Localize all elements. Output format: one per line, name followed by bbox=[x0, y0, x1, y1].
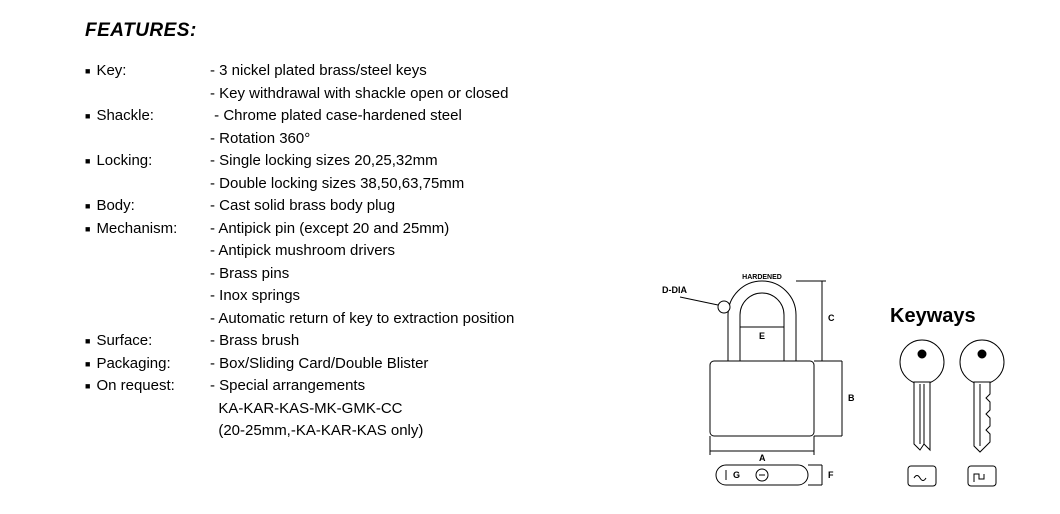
feature-row: ■ Shackle: - Chrome plated case-hardened … bbox=[85, 105, 1060, 128]
dim-b: B bbox=[848, 393, 855, 403]
bullet-icon: ■ bbox=[85, 155, 90, 169]
feature-row: ■ Body: - Cast solid brass body plug bbox=[85, 195, 1060, 218]
feature-row: ■ Key: - 3 nickel plated brass/steel keys bbox=[85, 60, 1060, 83]
feature-row: - Double locking sizes 38,50,63,75mm bbox=[85, 173, 1060, 196]
dim-c: C bbox=[828, 313, 835, 323]
dim-e: E bbox=[759, 331, 765, 341]
dim-f: F bbox=[828, 470, 834, 480]
feature-label: ■ Shackle: bbox=[85, 105, 210, 128]
feature-value: - Key withdrawal with shackle open or cl… bbox=[210, 83, 508, 106]
feature-value: - Single locking sizes 20,25,32mm bbox=[210, 150, 438, 173]
feature-value: - Rotation 360° bbox=[210, 128, 310, 151]
feature-label: ■ Locking: bbox=[85, 150, 210, 173]
feature-value: - Antipick pin (except 20 and 25mm) bbox=[210, 218, 449, 241]
feature-label-text: Packaging: bbox=[96, 353, 170, 376]
padlock-diagram: D-DIA HARDENED E C B A G F bbox=[662, 265, 872, 490]
label-ddia: D-DIA bbox=[662, 285, 687, 295]
dim-g: G bbox=[733, 470, 740, 480]
feature-label-text: Body: bbox=[96, 195, 134, 218]
feature-value: - Brass brush bbox=[210, 330, 299, 353]
feature-label-text: On request: bbox=[96, 375, 174, 398]
feature-row: ■ Mechanism: - Antipick pin (except 20 and… bbox=[85, 218, 1060, 241]
feature-label: ■ Key: bbox=[85, 60, 210, 83]
diagram-block: D-DIA HARDENED E C B A G F Keyways bbox=[662, 265, 1020, 494]
feature-label-text: Surface: bbox=[96, 330, 152, 353]
bullet-icon: ■ bbox=[85, 65, 90, 79]
keyways-column: Keyways bbox=[890, 305, 1020, 494]
bullet-icon: ■ bbox=[85, 335, 90, 349]
feature-label-text: Locking: bbox=[96, 150, 152, 173]
feature-value: - Antipick mushroom drivers bbox=[210, 240, 395, 263]
dim-a: A bbox=[759, 453, 766, 463]
feature-value: KA-KAR-KAS-MK-GMK-CC bbox=[210, 398, 403, 421]
bullet-icon: ■ bbox=[85, 380, 90, 394]
feature-label: ■ Body: bbox=[85, 195, 210, 218]
feature-label-text: Key: bbox=[96, 60, 126, 83]
feature-value: - Brass pins bbox=[210, 263, 289, 286]
features-title: FEATURES: bbox=[85, 20, 1060, 42]
feature-row: - Rotation 360° bbox=[85, 128, 1060, 151]
feature-value: - 3 nickel plated brass/steel keys bbox=[210, 60, 427, 83]
feature-value: (20-25mm,-KA-KAR-KAS only) bbox=[210, 420, 423, 443]
bullet-icon: ■ bbox=[85, 110, 90, 124]
feature-value: - Chrome plated case-hardened steel bbox=[210, 105, 462, 128]
feature-label: ■ Surface: bbox=[85, 330, 210, 353]
feature-label: ■ On request: bbox=[85, 375, 210, 398]
feature-row: - Antipick mushroom drivers bbox=[85, 240, 1060, 263]
keyways-diagram bbox=[890, 334, 1020, 494]
feature-value: - Inox springs bbox=[210, 285, 300, 308]
feature-label-text: Mechanism: bbox=[96, 218, 177, 241]
feature-value: - Box/Sliding Card/Double Blister bbox=[210, 353, 428, 376]
bullet-icon: ■ bbox=[85, 358, 90, 372]
feature-label-text: Shackle: bbox=[96, 105, 154, 128]
feature-row: ■ Locking: - Single locking sizes 20,25,32… bbox=[85, 150, 1060, 173]
feature-value: - Double locking sizes 38,50,63,75mm bbox=[210, 173, 464, 196]
feature-label: ■ Mechanism: bbox=[85, 218, 210, 241]
feature-value: - Special arrangements bbox=[210, 375, 365, 398]
label-hardened: HARDENED bbox=[742, 274, 782, 281]
feature-value: - Automatic return of key to extraction … bbox=[210, 308, 514, 331]
keyways-title: Keyways bbox=[890, 305, 1020, 328]
feature-row: - Key withdrawal with shackle open or cl… bbox=[85, 83, 1060, 106]
feature-label: ■ Packaging: bbox=[85, 353, 210, 376]
feature-value: - Cast solid brass body plug bbox=[210, 195, 395, 218]
bullet-icon: ■ bbox=[85, 200, 90, 214]
bullet-icon: ■ bbox=[85, 223, 90, 237]
